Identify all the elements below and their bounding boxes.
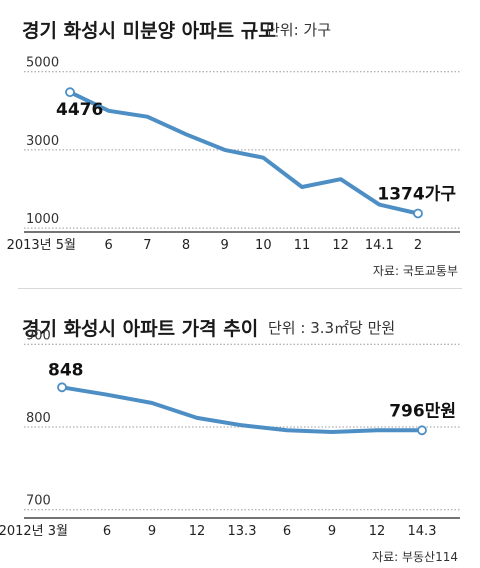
x-tick-label: 9 (328, 524, 336, 539)
data-point-marker (57, 382, 67, 393)
source-label: 자료: 국토교통부 (372, 264, 458, 278)
y-tick-label: 800 (26, 411, 51, 426)
chart-title: 경기 화성시 미분양 아파트 규모 (22, 20, 276, 42)
x-tick-label: 2013년 5월 (7, 238, 76, 253)
y-tick-label: 1000 (26, 212, 59, 227)
x-tick-label: 12 (189, 524, 206, 539)
series-line (68, 90, 420, 216)
unit-label: 단위 : 3.3㎡당 만원 (268, 319, 396, 337)
chart-unsold-apartments: 경기 화성시 미분양 아파트 규모 단위: 가구 5000 3000 1000 201… (7, 20, 460, 278)
series-line (60, 385, 424, 434)
chart-title: 경기 화성시 아파트 가격 추이 (22, 318, 259, 340)
data-label: 4476 (56, 100, 103, 120)
chart-apartment-price: 경기 화성시 아파트 가격 추이 단위 : 3.3㎡당 만원 900 800 700… (0, 298, 480, 568)
x-tick-label: 12 (332, 238, 349, 253)
y-tick-label: 3000 (26, 134, 59, 149)
y-tick-label: 900 (26, 328, 51, 343)
data-point-marker (417, 425, 427, 436)
data-label: 796만원 (389, 401, 456, 421)
x-tick-label: 6 (283, 524, 291, 539)
x-tick-label: 9 (221, 238, 229, 253)
x-tick-label: 2 (414, 238, 422, 253)
x-tick-label: 6 (103, 524, 111, 539)
y-tick-label: 700 (26, 494, 51, 509)
source-label: 자료: 부동산114 (372, 550, 458, 564)
x-tick-label: 6 (105, 238, 113, 253)
x-tick-label: 7 (143, 238, 151, 253)
x-tick-label: 9 (148, 524, 156, 539)
x-tick-label: 10 (255, 238, 272, 253)
x-tick-label: 2012년 3월 (0, 524, 68, 539)
data-label: 848 (48, 360, 84, 380)
x-tick-label: 13.3 (228, 524, 257, 539)
line-chart-price: 900 800 700 2012년 3월 6 9 12 13.3 6 9 12 14.3 848 796만… (0, 328, 460, 539)
x-tick-label: 14.1 (365, 238, 394, 253)
data-point-marker (413, 208, 423, 219)
line-chart-unsold: 5000 3000 1000 2013년 5월 6 7 8 9 10 11 12 14.1 2 4476 1… (7, 56, 460, 253)
x-tick-label: 11 (294, 238, 311, 253)
panel-divider (18, 288, 462, 289)
unit-label: 단위: 가구 (266, 21, 332, 39)
y-tick-label: 5000 (26, 56, 59, 71)
x-tick-label: 14.3 (408, 524, 437, 539)
x-tick-label: 12 (369, 524, 386, 539)
x-tick-label: 8 (182, 238, 190, 253)
data-point-marker (65, 87, 75, 98)
data-label: 1374가구 (377, 184, 456, 204)
